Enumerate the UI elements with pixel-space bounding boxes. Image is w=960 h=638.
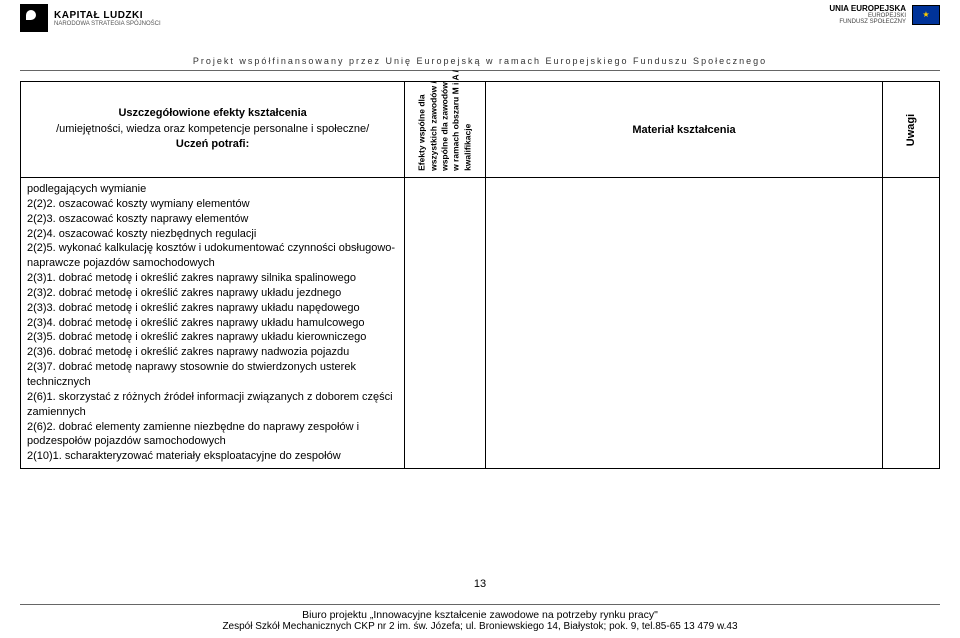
- common-effects-cell: [405, 178, 486, 469]
- main-content: Uszczegółowione efekty kształcenia /umie…: [0, 71, 960, 469]
- logo-left-sub: NARODOWA STRATEGIA SPÓJNOŚCI: [54, 21, 161, 27]
- page-number: 13: [474, 578, 486, 590]
- footer-line2: Zespół Szkół Mechanicznych CKP nr 2 im. …: [0, 621, 960, 632]
- effect-item: 2(3)5. dobrać metodę i określić zakres n…: [27, 330, 398, 345]
- page-footer: Biuro projektu „Innowacyjne kształcenie …: [0, 604, 960, 632]
- effect-item: 2(2)4. oszacować koszty niezbędnych regu…: [27, 227, 398, 242]
- effect-item: 2(6)1. skorzystać z różnych źródeł infor…: [27, 390, 398, 420]
- footer-rule: [20, 604, 940, 605]
- cofinancing-line: Projekt współfinansowany przez Unię Euro…: [0, 50, 960, 70]
- logo-left-title: KAPITAŁ LUDZKI: [54, 10, 161, 21]
- effect-item: 2(3)3. dobrać metodę i określić zakres n…: [27, 301, 398, 316]
- effect-item: 2(2)2. oszacować koszty wymiany elementó…: [27, 197, 398, 212]
- material-cell: [486, 178, 883, 469]
- col-header-notes: Uwagi: [882, 82, 939, 178]
- logo-eu: UNIA EUROPEJSKA EUROPEJSKI FUNDUSZ SPOŁE…: [829, 4, 940, 25]
- col-header-material: Materiał kształcenia: [486, 82, 883, 178]
- page-header: KAPITAŁ LUDZKI NARODOWA STRATEGIA SPÓJNO…: [0, 0, 960, 50]
- col-header-effects: Uszczegółowione efekty kształcenia /umie…: [21, 82, 405, 178]
- table-header-row: Uszczegółowione efekty kształcenia /umie…: [21, 82, 940, 178]
- notes-cell: [882, 178, 939, 469]
- effect-item: 2(3)6. dobrać metodę i określić zakres n…: [27, 345, 398, 360]
- footer-line1: Biuro projektu „Innowacyjne kształcenie …: [0, 609, 960, 621]
- head-a-line3: Uczeń potrafi:: [176, 138, 249, 150]
- logo-right-title: UNIA EUROPEJSKA: [829, 4, 906, 13]
- table-body-row: podlegających wymianie2(2)2. oszacować k…: [21, 178, 940, 469]
- effects-table: Uszczegółowione efekty kształcenia /umie…: [20, 81, 940, 469]
- head-b-l3: wspólne dla zawodów: [441, 70, 450, 171]
- effect-item: 2(2)5. wykonać kalkulację kosztów i udok…: [27, 241, 398, 271]
- eu-flag-icon: ★: [912, 5, 940, 25]
- col-header-common-effects: Efekty wspólne dla wszystkich zawodów / …: [405, 82, 486, 178]
- effect-item: 2(3)2. dobrać metodę i określić zakres n…: [27, 286, 398, 301]
- head-b-l1: Efekty wspólne dla: [418, 70, 427, 171]
- effect-item: 2(10)1. scharakteryzować materiały ekspl…: [27, 449, 398, 464]
- kapital-ludzki-icon: [20, 4, 48, 32]
- head-a-line1: Uszczegółowione efekty kształcenia: [118, 107, 306, 119]
- effect-item: 2(3)7. dobrać metodę naprawy stosownie d…: [27, 360, 398, 390]
- head-b-l2: wszystkich zawodów /: [429, 70, 438, 171]
- head-b-l4: w ramach obszaru M i A /: [452, 70, 461, 171]
- effects-body-cell: podlegających wymianie2(2)2. oszacować k…: [21, 178, 405, 469]
- logo-right-sub2: FUNDUSZ SPOŁECZNY: [829, 19, 906, 25]
- head-a-line2: /umiejętności, wiedza oraz kompetencje p…: [56, 123, 369, 135]
- effect-item: 2(6)2. dobrać elementy zamienne niezbędn…: [27, 420, 398, 450]
- effect-item: podlegających wymianie: [27, 182, 398, 197]
- head-b-l5: kwalifikacje: [463, 70, 472, 171]
- head-d-label: Uwagi: [905, 113, 917, 145]
- effect-item: 2(3)1. dobrać metodę i określić zakres n…: [27, 271, 398, 286]
- logo-kapital-ludzki: KAPITAŁ LUDZKI NARODOWA STRATEGIA SPÓJNO…: [20, 4, 161, 32]
- effect-item: 2(3)4. dobrać metodę i określić zakres n…: [27, 316, 398, 331]
- effect-item: 2(2)3. oszacować koszty naprawy elementó…: [27, 212, 398, 227]
